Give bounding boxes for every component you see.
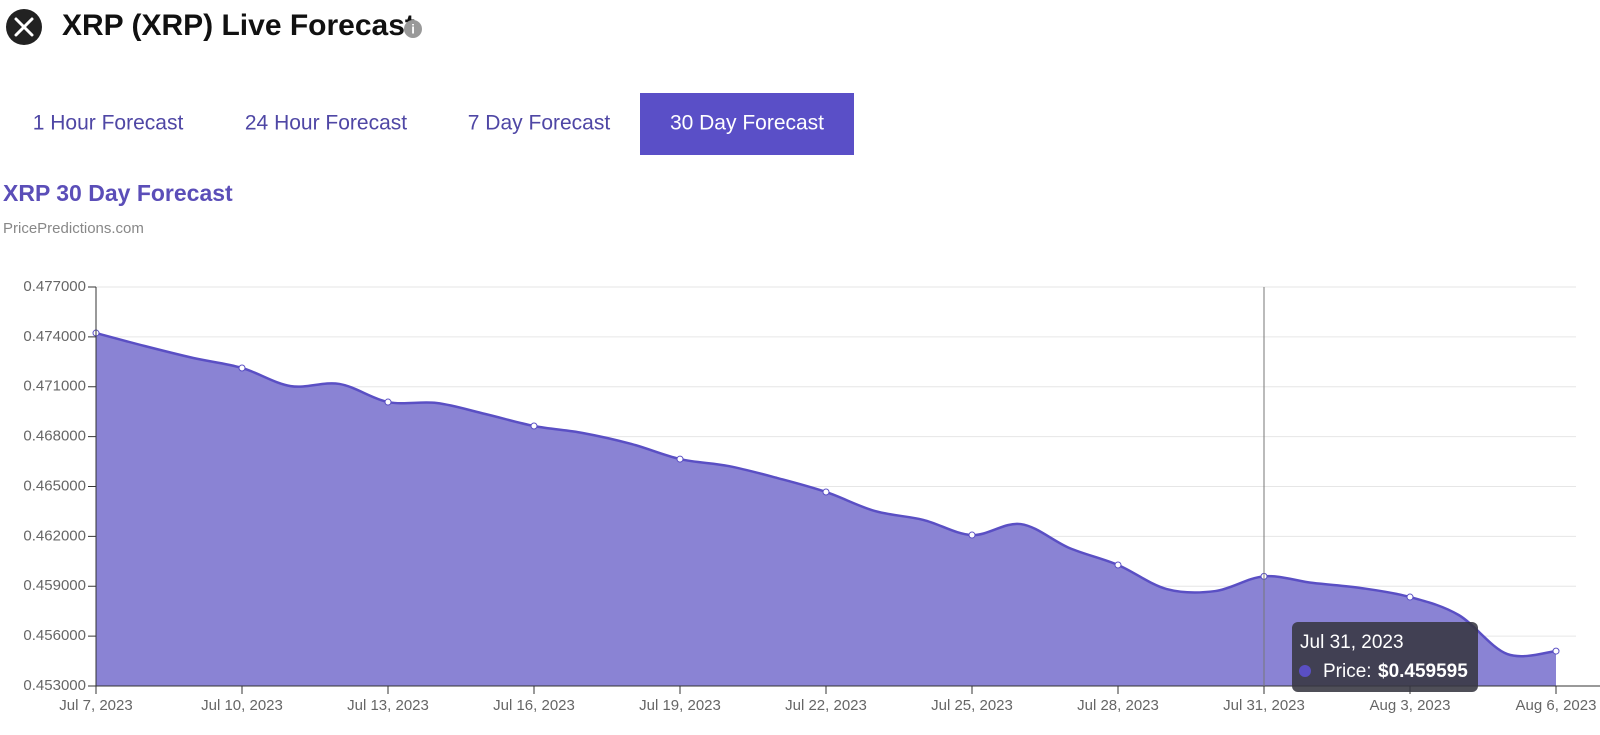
tab[interactable]: 7 Day Forecast <box>468 112 611 135</box>
point <box>384 398 392 406</box>
area <box>96 333 1556 686</box>
point <box>968 531 976 539</box>
x-tick-label: Jul 22, 2023 <box>785 697 867 714</box>
page-title: XRP (XRP) Live Forecast <box>62 9 415 42</box>
point <box>238 364 246 372</box>
y-tick-label: 0.456000 <box>23 627 86 644</box>
point <box>822 488 830 496</box>
x-tick-label: Aug 6, 2023 <box>1516 697 1597 714</box>
tooltip-title: Jul 31, 2023 <box>1300 632 1404 653</box>
tab-label: 7 Day Forecast <box>468 112 611 135</box>
point <box>1406 593 1414 601</box>
point <box>1114 561 1122 569</box>
x-tick-label: Jul 10, 2023 <box>201 697 283 714</box>
tab[interactable]: 30 Day Forecast <box>640 93 854 155</box>
x-tick-label: Jul 28, 2023 <box>1077 697 1159 714</box>
y-tick-label: 0.462000 <box>23 527 86 544</box>
point <box>530 422 538 430</box>
tab-label: 24 Hour Forecast <box>245 112 407 135</box>
y-tick-label: 0.471000 <box>23 378 86 395</box>
x-tick-label: Jul 13, 2023 <box>347 697 429 714</box>
tooltip-value: $0.459595 <box>1378 661 1468 682</box>
tab[interactable]: 1 Hour Forecast <box>33 112 184 135</box>
point <box>1552 647 1560 655</box>
tab-bar: 1 Hour Forecast 24 Hour Forecast 7 Day For… <box>33 93 854 155</box>
y-tick-label: 0.465000 <box>23 477 86 494</box>
y-tick-label: 0.459000 <box>23 577 86 594</box>
x-tick-label: Jul 31, 2023 <box>1223 697 1305 714</box>
y-tick-label: 0.453000 <box>23 677 86 694</box>
x-tick-label: Jul 19, 2023 <box>639 697 721 714</box>
chart-subtitle: PricePredictions.com <box>3 220 144 237</box>
y-tick-label: 0.474000 <box>23 328 86 345</box>
tooltip-box <box>1292 622 1478 692</box>
x-tick-label: Jul 7, 2023 <box>59 697 132 714</box>
svg-text:i: i <box>411 21 415 36</box>
x-tick-label: Aug 3, 2023 <box>1370 697 1451 714</box>
y-tick-label: 0.468000 <box>23 428 86 445</box>
logo <box>6 9 42 45</box>
y-tick-label: 0.477000 <box>23 278 86 295</box>
x-tick-label: Jul 25, 2023 <box>931 697 1013 714</box>
info-icon[interactable]: i <box>404 20 422 38</box>
tab-label: 30 Day Forecast <box>670 112 824 135</box>
tab-active-bg <box>640 93 854 155</box>
tooltip: Jul 31, 2023 Price: $0.459595 <box>1292 622 1478 692</box>
tab-label: 1 Hour Forecast <box>33 112 184 135</box>
x-tick-label: Jul 16, 2023 <box>493 697 575 714</box>
point <box>676 455 684 463</box>
plot: 0.453000 0.456000 0.459000 0.462000 0.465000… <box>23 278 1600 714</box>
chart-title: XRP 30 Day Forecast <box>3 180 233 206</box>
tab[interactable]: 24 Hour Forecast <box>245 112 407 135</box>
tooltip-dot <box>1299 665 1311 677</box>
tooltip-label: Price: <box>1323 661 1372 682</box>
